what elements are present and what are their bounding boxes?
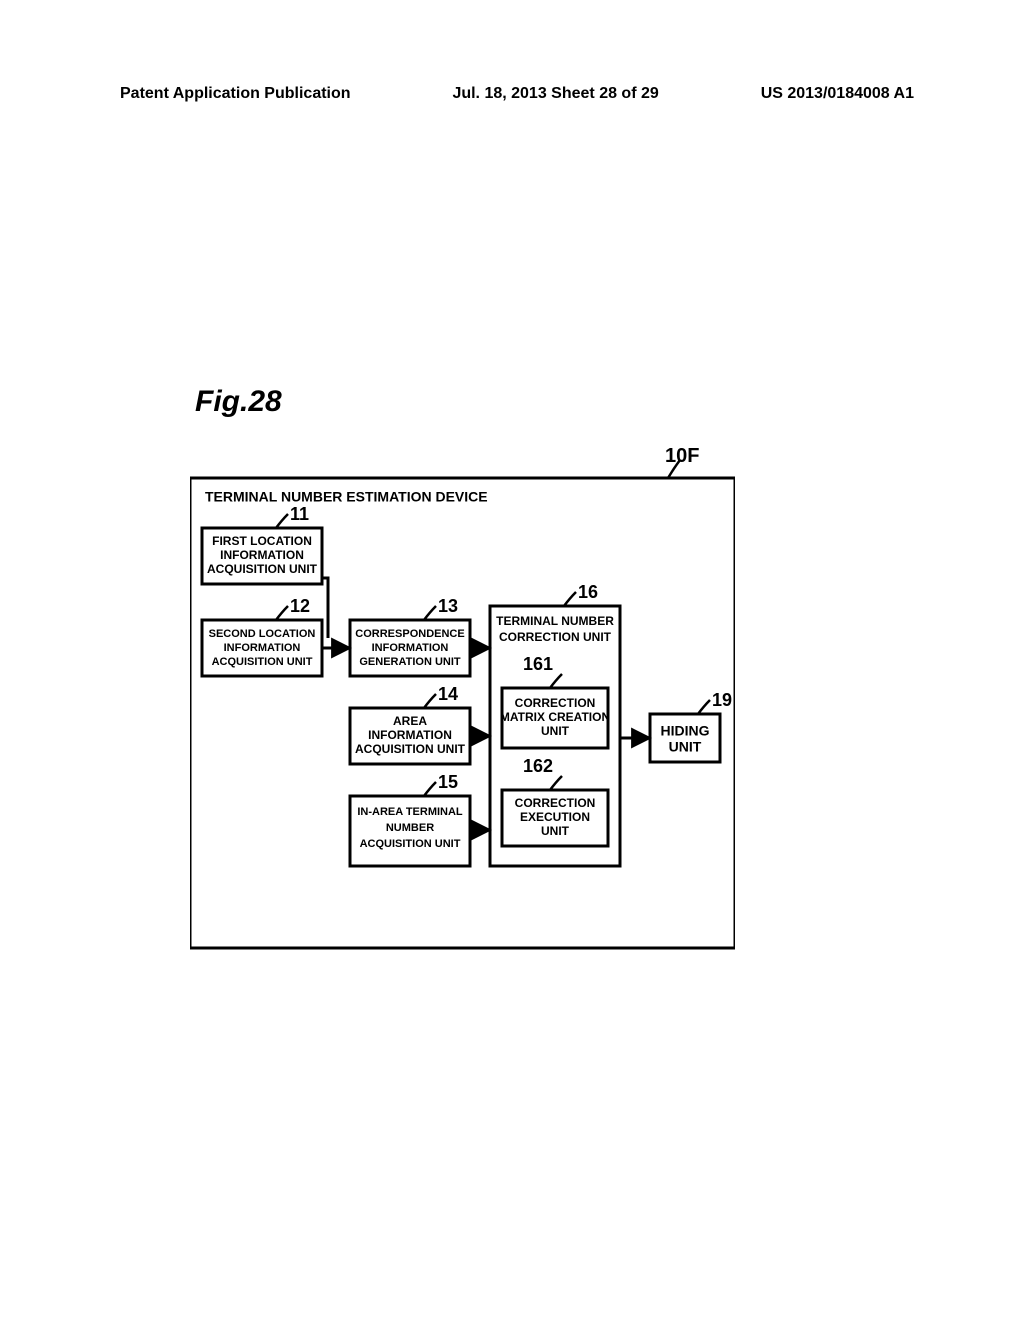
svg-text:INFORMATION: INFORMATION [224,642,301,654]
svg-text:EXECUTION: EXECUTION [520,810,590,824]
page-header: Patent Application Publication Jul. 18, … [0,85,1024,103]
svg-text:GENERATION UNIT: GENERATION UNIT [359,656,461,668]
svg-text:IN-AREA TERMINAL: IN-AREA TERMINAL [357,806,463,818]
svg-text:ACQUISITION UNIT: ACQUISITION UNIT [212,656,313,668]
svg-text:16: 16 [578,582,598,602]
svg-text:UNIT: UNIT [669,739,702,755]
leader-10f [668,460,680,478]
device-title: TERMINAL NUMBER ESTIMATION DEVICE [205,489,488,505]
svg-text:UNIT: UNIT [541,724,570,738]
svg-text:CORRECTION: CORRECTION [515,696,596,710]
svg-text:CORRECTION UNIT: CORRECTION UNIT [499,630,612,644]
svg-text:15: 15 [438,772,458,792]
svg-text:ACQUISITION UNIT: ACQUISITION UNIT [360,838,461,850]
svg-text:162: 162 [523,756,553,776]
svg-text:INFORMATION: INFORMATION [372,642,449,654]
svg-text:MATRIX CREATION: MATRIX CREATION [500,710,610,724]
svg-text:ACQUISITION UNIT: ACQUISITION UNIT [207,562,318,576]
svg-text:11: 11 [290,504,309,524]
svg-text:14: 14 [438,684,458,704]
svg-text:12: 12 [290,596,310,616]
svg-text:161: 161 [523,654,553,674]
svg-text:FIRST LOCATION: FIRST LOCATION [212,534,312,548]
svg-text:INFORMATION: INFORMATION [368,728,452,742]
svg-text:INFORMATION: INFORMATION [220,548,304,562]
svg-text:TERMINAL NUMBER: TERMINAL NUMBER [496,614,614,628]
svg-text:13: 13 [438,596,458,616]
svg-text:19: 19 [712,690,732,710]
svg-text:CORRESPONDENCE: CORRESPONDENCE [355,628,464,640]
svg-text:UNIT: UNIT [541,824,570,838]
svg-text:SECOND LOCATION: SECOND LOCATION [209,628,316,640]
svg-text:AREA: AREA [393,714,427,728]
svg-text:NUMBER: NUMBER [386,822,434,834]
diagram: TERMINAL NUMBER ESTIMATION DEVICE 11 FIR… [190,460,735,950]
figure-label: Fig.28 [195,385,282,419]
header-left: Patent Application Publication [120,85,351,103]
header-right: US 2013/0184008 A1 [761,85,914,103]
svg-text:HIDING: HIDING [661,723,710,739]
svg-text:ACQUISITION UNIT: ACQUISITION UNIT [355,742,466,756]
svg-text:CORRECTION: CORRECTION [515,796,596,810]
header-center: Jul. 18, 2013 Sheet 28 of 29 [452,85,658,103]
